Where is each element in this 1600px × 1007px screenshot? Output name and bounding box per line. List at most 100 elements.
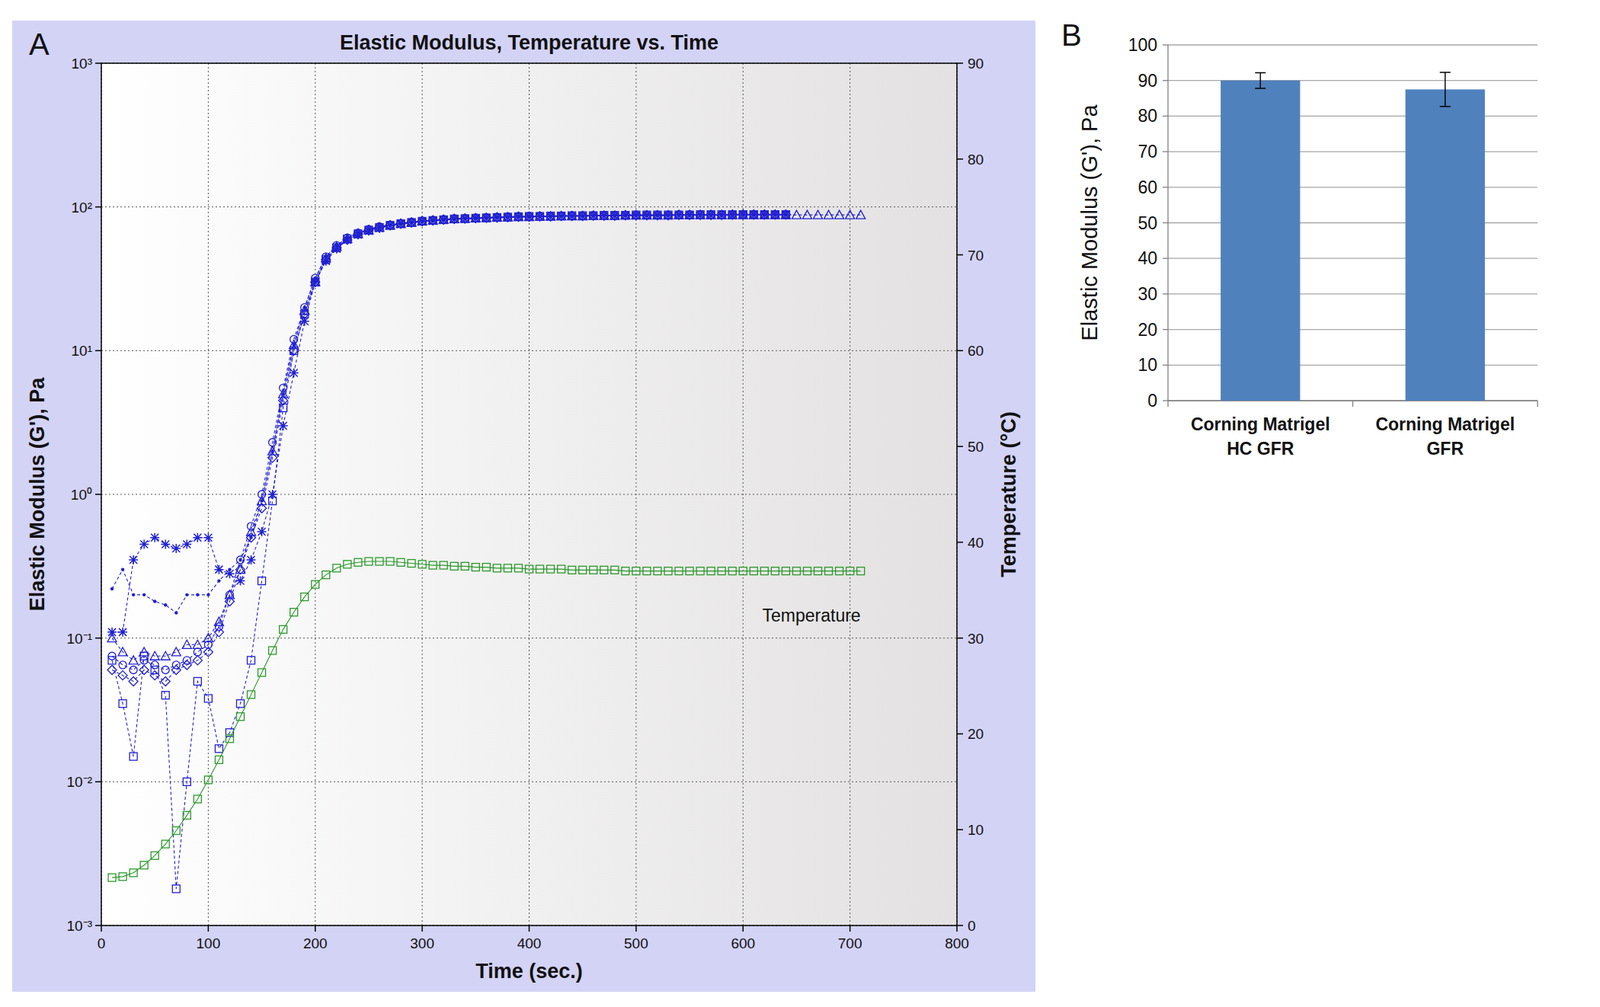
marker [420, 219, 424, 223]
marker [748, 210, 759, 220]
marker [546, 211, 556, 221]
tick-mark [956, 350, 964, 352]
marker [374, 224, 384, 234]
tick-label: 10⁻² [67, 774, 93, 791]
marker [356, 231, 360, 235]
category-label-line: Corning Matrigel [1190, 414, 1331, 435]
marker [578, 211, 588, 221]
marker [160, 539, 170, 549]
tick-mark [1162, 400, 1168, 401]
marker [193, 648, 202, 656]
marker [118, 661, 127, 669]
tick-label: 0 [1147, 390, 1158, 411]
grid-line [101, 206, 957, 208]
marker [685, 567, 694, 576]
tick-mark [956, 254, 964, 256]
bar [1220, 80, 1300, 401]
marker [645, 213, 649, 217]
marker [620, 211, 631, 221]
tick-label: 400 [517, 935, 542, 952]
marker [195, 593, 199, 597]
marker [856, 210, 866, 219]
marker [224, 597, 234, 607]
marker [589, 566, 598, 574]
marker [663, 211, 673, 221]
grid-line [101, 350, 957, 352]
marker [303, 305, 307, 309]
marker [773, 212, 777, 216]
marker [730, 212, 734, 216]
marker [247, 656, 256, 665]
y-axis-label: Elastic Modulus (G'), Pa [1077, 104, 1102, 342]
tick-mark [1162, 150, 1168, 152]
marker [502, 212, 512, 222]
marker [698, 212, 702, 216]
marker [214, 623, 223, 631]
marker [709, 212, 713, 216]
marker [527, 214, 531, 218]
marker [438, 215, 448, 225]
marker [203, 647, 213, 657]
error-bar [1440, 72, 1451, 107]
category-label: Corning MatrigelHC GFR [1190, 414, 1331, 459]
marker [128, 555, 138, 565]
marker [556, 211, 567, 221]
tick-label: 30 [967, 630, 984, 647]
marker [140, 652, 148, 660]
grid-line [849, 63, 851, 926]
marker [192, 533, 202, 543]
marker [324, 255, 328, 259]
marker [377, 224, 381, 228]
marker [624, 213, 628, 217]
marker [602, 213, 606, 217]
series-line [112, 214, 786, 890]
tick-label: 800 [944, 935, 970, 952]
marker [460, 562, 469, 570]
tick-mark [1162, 329, 1168, 330]
marker [653, 567, 662, 576]
marker [375, 557, 384, 566]
marker [161, 840, 170, 848]
marker [335, 243, 339, 247]
marker [559, 214, 563, 218]
marker [524, 212, 535, 222]
marker [760, 567, 768, 576]
marker [182, 640, 192, 649]
marker [182, 777, 191, 786]
marker [268, 646, 277, 655]
marker [182, 539, 192, 549]
marker [385, 220, 395, 231]
plot-frame [101, 63, 957, 926]
marker [171, 647, 181, 656]
marker [803, 567, 811, 576]
marker [249, 536, 253, 540]
marker [192, 656, 202, 666]
marker [110, 587, 114, 591]
series-line [112, 214, 786, 670]
marker [449, 214, 459, 224]
marker [235, 565, 245, 575]
marker [128, 656, 138, 665]
chart-title: Elastic Modulus, Temperature vs. Time [339, 31, 719, 55]
marker [780, 210, 791, 220]
tick-label: 10⁻¹ [67, 630, 93, 647]
marker [741, 212, 745, 216]
marker [548, 214, 552, 218]
tick-mark [956, 733, 964, 736]
marker [717, 567, 726, 576]
marker [182, 660, 192, 670]
marker [235, 576, 245, 586]
marker [129, 752, 138, 761]
marker [481, 213, 491, 223]
marker [450, 562, 458, 570]
marker [139, 539, 149, 549]
marker [739, 567, 747, 576]
marker [463, 216, 467, 220]
marker [557, 565, 566, 573]
marker [770, 210, 780, 220]
marker [206, 593, 210, 597]
marker [688, 212, 692, 216]
marker [313, 276, 317, 280]
marker [399, 221, 403, 225]
marker [781, 567, 790, 576]
